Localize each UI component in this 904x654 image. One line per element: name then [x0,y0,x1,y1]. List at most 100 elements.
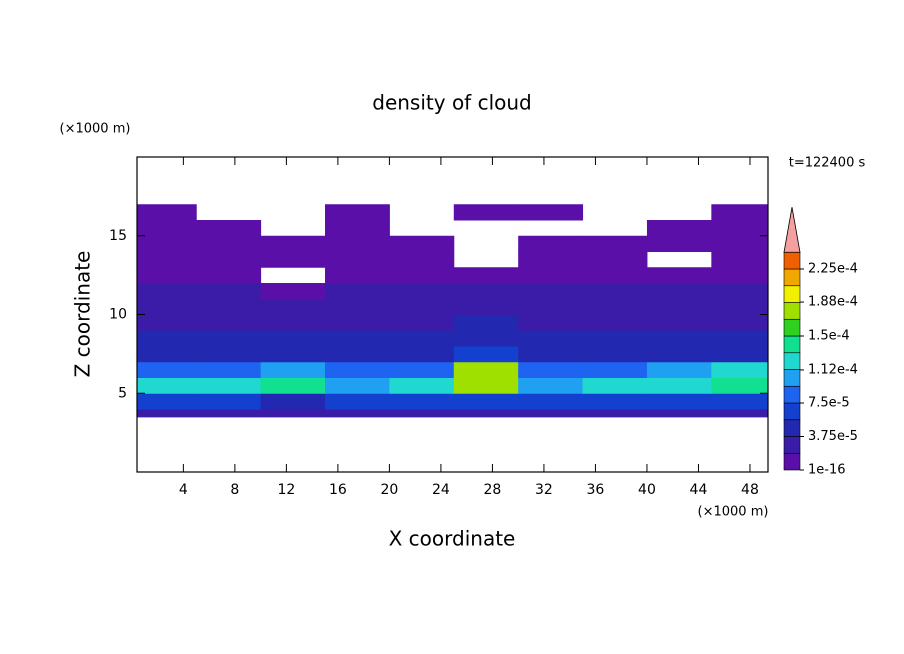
field-cell [711,393,768,410]
time-label: t=122400 s [789,156,866,171]
colorbar-box [783,285,801,303]
field-cell [711,220,768,237]
contour-field [137,204,768,418]
field-cell [518,393,584,410]
field-cell [453,361,519,378]
field-cell [453,346,519,363]
field-cell [453,409,519,418]
field-cell [260,361,326,378]
field-cell [711,314,768,331]
colorbar-tick-label: 1e-16 [808,463,846,478]
field-cell [582,377,648,394]
x-tick-label: 16 [329,482,347,498]
field-cell [582,251,648,268]
x-tick-label: 20 [380,482,398,498]
field-cell [711,330,768,347]
x-tick-label: 40 [638,482,656,498]
field-cell [646,314,712,331]
field-cell [711,346,768,363]
field-cell [711,251,768,268]
field-cell [325,204,390,221]
x-tick-label: 24 [432,482,450,498]
field-cell [137,220,197,237]
field-cell [137,204,197,221]
field-cell [389,377,455,394]
chart-title: density of cloud [372,91,531,115]
colorbar-tick-label: 3.75e-5 [808,429,858,444]
colorbar-box [783,385,801,404]
field-cell [325,393,390,410]
colorbar-box [783,452,801,471]
field-cell [325,267,390,284]
x-unit: (×1000 m) [698,505,769,520]
field-cell [137,235,197,252]
x-tick-label: 28 [484,482,502,498]
field-cell [711,267,768,284]
field-cell [325,314,390,331]
field-cell [582,346,648,363]
field-cell [518,346,584,363]
field-cell [260,393,326,410]
y-tick-label: 10 [109,307,127,323]
colorbar-box [783,402,801,421]
field-cell [711,283,768,300]
field-cell [518,361,584,378]
field-cell [711,377,768,394]
field-cell [389,409,455,418]
field-cell [196,409,262,418]
field-cell [453,283,519,300]
field-cell [582,393,648,410]
field-cell [260,283,326,300]
field-cell [646,298,712,315]
field-cell [582,298,648,315]
field-cell [518,251,584,268]
field-cell [582,283,648,300]
field-cell [389,298,455,315]
field-cell [389,361,455,378]
field-cell [196,346,262,363]
field-cell [137,409,197,418]
field-cell [518,204,584,221]
colorbar-box [783,335,801,354]
x-tick-label: 48 [741,482,759,498]
field-cell [137,377,197,394]
colorbar-tick-label: 1.12e-4 [808,362,858,377]
field-cell [711,361,768,378]
x-tick-label: 44 [690,482,708,498]
field-cell [646,283,712,300]
field-cell [137,298,197,315]
colorbar-box [783,318,801,337]
y-tick-label: 5 [118,385,127,401]
field-cell [453,204,519,221]
colorbar-box [783,436,801,454]
field-cell [711,204,768,221]
field-cell [389,346,455,363]
field-cell [137,267,197,284]
field-cell [453,314,519,331]
field-cell [711,409,768,418]
field-cell [646,377,712,394]
field-cell [196,361,262,378]
field-cell [646,330,712,347]
field-cell [389,283,455,300]
field-cell [646,346,712,363]
x-tick-label: 8 [230,482,239,498]
field-cell [646,267,712,284]
field-cell [582,235,648,252]
field-cell [453,267,519,284]
field-cell [137,314,197,331]
field-cell [582,314,648,331]
field-cell [453,393,519,410]
field-cell [260,298,326,315]
field-cell [325,409,390,418]
colorbar-box [783,302,801,320]
field-cell [196,220,262,237]
colorbar-box [783,419,801,437]
field-cell [196,314,262,331]
colorbar-tick-label: 7.5e-5 [808,396,850,411]
field-cell [582,267,648,284]
field-cell [518,298,584,315]
field-cell [389,393,455,410]
field-cell [137,361,197,378]
